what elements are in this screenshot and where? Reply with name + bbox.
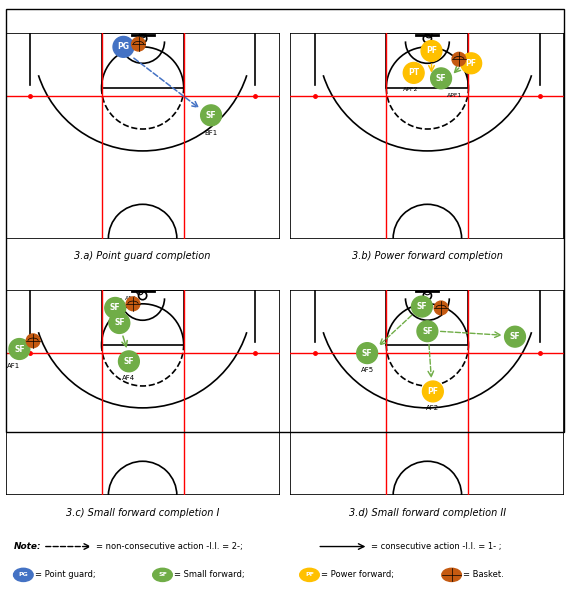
- Circle shape: [421, 40, 442, 62]
- Text: SF: SF: [362, 349, 372, 358]
- Circle shape: [26, 334, 40, 348]
- Text: = consecutive action -I.I. = 1- ;: = consecutive action -I.I. = 1- ;: [371, 542, 502, 551]
- Circle shape: [442, 568, 461, 582]
- Bar: [386, 290, 469, 345]
- Text: = Power forward;: = Power forward;: [321, 570, 394, 579]
- Text: SF: SF: [510, 332, 520, 341]
- Circle shape: [357, 342, 377, 364]
- Text: SF: SF: [206, 111, 217, 120]
- Text: = Point guard;: = Point guard;: [35, 570, 96, 579]
- Text: SF: SF: [124, 357, 134, 366]
- Text: APF2: APF2: [403, 86, 419, 92]
- Circle shape: [105, 298, 125, 318]
- Text: PF: PF: [466, 59, 477, 68]
- Text: PG: PG: [18, 573, 28, 577]
- Circle shape: [300, 568, 319, 582]
- Text: AF2: AF2: [426, 405, 439, 411]
- Text: = non-consecutive action -I.I. = 2-;: = non-consecutive action -I.I. = 2-;: [96, 542, 243, 551]
- Circle shape: [153, 568, 172, 582]
- Text: SF: SF: [422, 327, 433, 336]
- Circle shape: [504, 326, 526, 347]
- Text: 3.b) Power forward completion: 3.b) Power forward completion: [352, 251, 503, 261]
- Text: APF1: APF1: [447, 94, 462, 98]
- Text: SF: SF: [436, 74, 446, 83]
- Circle shape: [461, 53, 482, 74]
- Text: PF: PF: [428, 387, 438, 396]
- Text: Note:: Note:: [14, 542, 41, 551]
- Text: 3.c) Small forward completion I: 3.c) Small forward completion I: [66, 508, 219, 518]
- Circle shape: [452, 53, 466, 66]
- Circle shape: [126, 297, 140, 310]
- Circle shape: [9, 339, 30, 359]
- Circle shape: [412, 296, 432, 317]
- Text: = Small forward;: = Small forward;: [174, 570, 245, 579]
- Circle shape: [417, 321, 438, 342]
- Text: PF: PF: [426, 47, 437, 56]
- Circle shape: [404, 62, 424, 83]
- Circle shape: [434, 301, 448, 315]
- Text: AF4: AF4: [123, 375, 136, 381]
- Text: AF3: AF3: [125, 296, 137, 301]
- Bar: [386, 33, 469, 88]
- Circle shape: [132, 37, 145, 51]
- Text: BF1: BF1: [205, 130, 218, 137]
- Text: SF: SF: [158, 573, 167, 577]
- Text: PF: PF: [305, 573, 314, 577]
- Text: = Basket.: = Basket.: [463, 570, 504, 579]
- Bar: [101, 290, 184, 345]
- Text: SF: SF: [417, 302, 428, 311]
- Text: 3.a) Point guard completion: 3.a) Point guard completion: [75, 251, 211, 261]
- Circle shape: [119, 351, 139, 371]
- Text: AF1: AF1: [7, 362, 21, 368]
- Circle shape: [201, 105, 222, 126]
- Circle shape: [422, 381, 443, 402]
- Circle shape: [14, 568, 33, 582]
- Text: SF: SF: [114, 318, 125, 327]
- Text: PT: PT: [408, 68, 420, 77]
- Text: SF: SF: [110, 303, 120, 312]
- Text: AF5: AF5: [361, 367, 374, 373]
- Text: PG: PG: [117, 42, 129, 51]
- Text: 3.d) Small forward completion II: 3.d) Small forward completion II: [349, 508, 506, 518]
- Circle shape: [431, 68, 451, 89]
- Text: SF: SF: [14, 344, 25, 353]
- Circle shape: [113, 36, 134, 57]
- Circle shape: [109, 313, 130, 333]
- Bar: [101, 33, 184, 88]
